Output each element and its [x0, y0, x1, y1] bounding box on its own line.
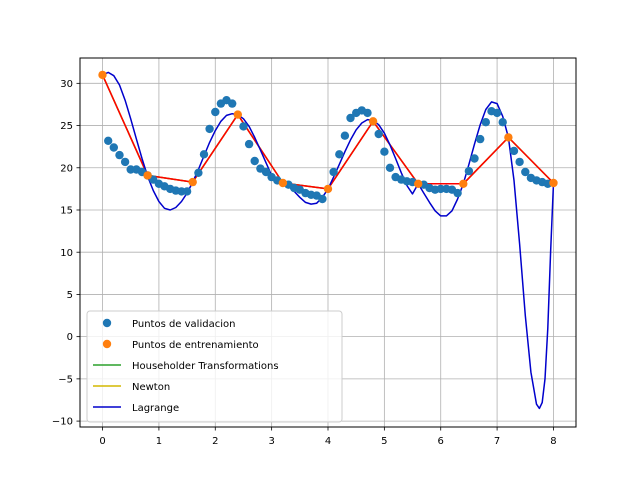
- point-puntos-de-validacion: [374, 129, 383, 139]
- axis-ticks: 0 1 2 3 4 5 6 7 8 −10 −5 0 5 10 15 20 25 30: [52, 79, 557, 447]
- x-tick-label: 7: [494, 436, 500, 447]
- y-tick-label: 20: [60, 163, 73, 174]
- legend-label-lagrange: Lagrange: [132, 403, 179, 414]
- point-puntos-de-entrenamiento: [188, 177, 197, 187]
- point-puntos-de-validacion: [521, 167, 530, 177]
- y-tick-label: 25: [60, 121, 73, 132]
- point-puntos-de-validacion: [470, 154, 479, 163]
- y-tick-label: −10: [52, 417, 73, 428]
- point-puntos-de-validacion: [120, 157, 130, 167]
- y-tick-label: 15: [60, 206, 73, 217]
- point-puntos-de-validacion: [104, 136, 113, 145]
- point-puntos-de-validacion: [335, 150, 344, 159]
- point-puntos-de-validacion: [509, 146, 519, 156]
- x-tick-label: 0: [99, 436, 105, 447]
- point-puntos-de-entrenamiento: [278, 178, 288, 188]
- point-puntos-de-entrenamiento: [233, 110, 242, 119]
- x-tick-label: 1: [156, 436, 162, 447]
- y-tick-label: 10: [60, 248, 73, 259]
- point-puntos-de-validacion: [515, 157, 524, 167]
- point-puntos-de-validacion: [115, 150, 124, 160]
- point-puntos-de-entrenamiento: [368, 117, 378, 126]
- point-puntos-de-validacion: [211, 107, 220, 117]
- y-tick-label: 30: [60, 79, 73, 90]
- legend-marker-puntos-de-validacion: [102, 318, 112, 328]
- point-puntos-de-validacion: [228, 99, 237, 108]
- point-puntos-de-validacion: [498, 118, 507, 127]
- point-puntos-de-validacion: [109, 143, 119, 152]
- x-tick-label: 4: [325, 436, 331, 447]
- point-puntos-de-validacion: [464, 166, 474, 176]
- legend-label-newton: Newton: [132, 382, 170, 393]
- legend-label-puntos-de-validacion: Puntos de validacion: [132, 319, 235, 330]
- point-puntos-de-validacion: [261, 167, 271, 177]
- point-puntos-de-validacion: [380, 147, 389, 156]
- y-tick-label: 0: [67, 332, 73, 343]
- x-tick-label: 8: [550, 436, 556, 447]
- series-points: [98, 70, 558, 204]
- x-tick-label: 5: [381, 436, 387, 447]
- point-puntos-de-validacion: [244, 139, 254, 149]
- point-puntos-de-validacion: [346, 113, 355, 123]
- point-puntos-de-validacion: [481, 118, 490, 127]
- legend-marker-puntos-de-entrenamiento: [102, 339, 112, 349]
- point-puntos-de-validacion: [182, 187, 192, 196]
- x-tick-label: 6: [438, 436, 444, 447]
- point-puntos-de-validacion: [492, 108, 502, 118]
- point-puntos-de-validacion: [363, 108, 372, 118]
- x-tick-label: 3: [268, 436, 274, 447]
- point-puntos-de-entrenamiento: [459, 179, 468, 188]
- point-puntos-de-validacion: [205, 124, 214, 134]
- point-puntos-de-validacion: [194, 168, 203, 177]
- point-puntos-de-validacion: [453, 188, 462, 198]
- y-tick-label: 5: [67, 290, 73, 301]
- point-puntos-de-entrenamiento: [504, 133, 513, 142]
- point-puntos-de-validacion: [476, 134, 485, 144]
- point-puntos-de-validacion: [199, 150, 209, 159]
- point-puntos-de-validacion: [239, 122, 248, 131]
- legend-box: [86, 310, 343, 423]
- point-puntos-de-entrenamiento: [323, 184, 333, 194]
- point-puntos-de-validacion: [250, 156, 259, 166]
- point-puntos-de-validacion: [385, 163, 395, 172]
- point-puntos-de-validacion: [340, 131, 350, 140]
- legend-label-householder-transformations: Householder Transformations: [132, 361, 279, 372]
- point-puntos-de-entrenamiento: [143, 171, 152, 180]
- point-puntos-de-entrenamiento: [414, 179, 423, 188]
- point-puntos-de-validacion: [329, 167, 338, 177]
- y-tick-label: −5: [58, 374, 73, 385]
- legend: Puntos de validacion Puntos de entrenamie…: [86, 310, 343, 423]
- point-puntos-de-validacion: [318, 194, 327, 204]
- x-tick-label: 2: [212, 436, 218, 447]
- legend-label-puntos-de-entrenamiento: Puntos de entrenamiento: [132, 340, 259, 351]
- point-puntos-de-entrenamiento: [98, 70, 107, 80]
- point-puntos-de-entrenamiento: [549, 178, 558, 188]
